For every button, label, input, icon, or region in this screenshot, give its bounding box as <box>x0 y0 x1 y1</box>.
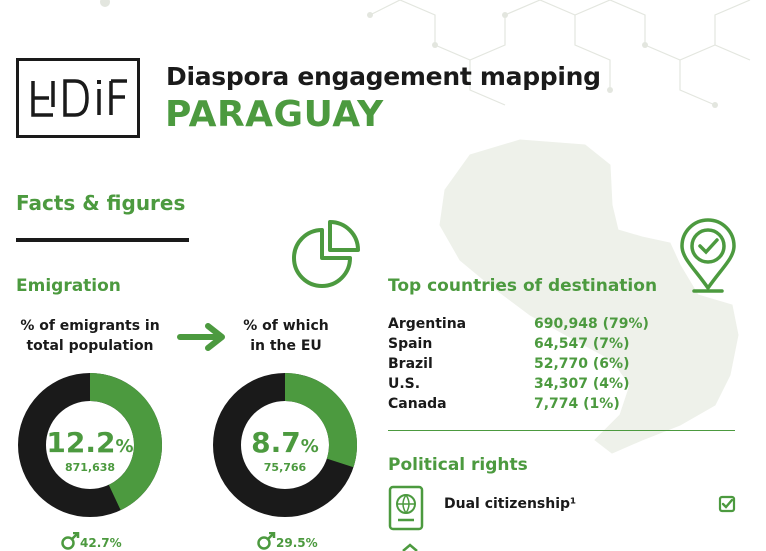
dual-citizenship-label: Dual citizenship¹ <box>444 496 577 512</box>
network-dot <box>100 0 110 7</box>
male-share-total: 42.7% <box>60 531 122 551</box>
network-background <box>367 0 751 108</box>
male-icon <box>61 531 80 550</box>
partial-icon <box>402 543 418 551</box>
destination-value: 7,774 (1%) <box>534 396 620 412</box>
emigrants-total-label: % of emigrants in total population <box>20 316 160 356</box>
emigration-heading: Emigration <box>16 276 121 296</box>
destination-country: Argentina <box>388 316 467 332</box>
emigrants-total-percent: 12.2% <box>30 426 150 459</box>
location-check-icon <box>680 218 736 293</box>
destinations-heading: Top countries of destination <box>388 276 658 296</box>
male-icon <box>257 531 276 550</box>
destination-value: 690,948 (79%) <box>534 316 649 332</box>
destination-country: Spain <box>388 336 433 352</box>
section-divider <box>16 238 189 242</box>
destinations-divider <box>388 430 735 431</box>
destination-value: 64,547 (7%) <box>534 336 630 352</box>
passport-icon <box>388 485 424 531</box>
donut-emigrants-total <box>18 373 162 517</box>
section-title: Facts & figures <box>16 191 186 215</box>
emigrants-total-percent-sign: % <box>115 436 134 457</box>
donut-segment <box>89 373 162 511</box>
donut-segment <box>284 373 357 468</box>
emigrants-eu-count: 75,766 <box>263 461 307 474</box>
male-share-eu: 29.5% <box>256 531 318 551</box>
pie-chart-icon <box>292 220 360 288</box>
destination-value: 34,307 (4%) <box>534 376 630 392</box>
male-share-total-value: 42.7% <box>80 536 122 550</box>
arrow-right-icon <box>177 323 225 351</box>
emigrants-total-percent-value: 12.2 <box>46 426 116 459</box>
destination-country: U.S. <box>388 376 421 392</box>
emigrants-total-label-line1: % of emigrants in <box>20 318 160 334</box>
emigrants-total-label-line2: total population <box>26 338 154 354</box>
donut-emigrants-eu <box>213 373 357 517</box>
emigrants-eu-percent: 8.7% <box>225 426 345 459</box>
page-title: Diaspora engagement mapping <box>166 62 601 91</box>
emigrants-eu-label-line1: % of which <box>243 318 329 334</box>
country-name: PARAGUAY <box>165 94 384 135</box>
emigrants-total-count: 871,638 <box>64 461 116 474</box>
male-share-eu-value: 29.5% <box>276 536 318 550</box>
destination-country: Canada <box>388 396 447 412</box>
destination-value: 52,770 (6%) <box>534 356 630 372</box>
eudif-logo <box>16 58 140 138</box>
country-map <box>439 139 739 454</box>
emigrants-eu-percent-sign: % <box>300 436 319 457</box>
emigrants-eu-label-line2: in the EU <box>250 338 322 354</box>
political-rights-heading: Political rights <box>388 455 528 475</box>
emigrants-eu-label: % of which in the EU <box>216 316 356 356</box>
emigrants-eu-percent-value: 8.7 <box>251 426 301 459</box>
destination-country: Brazil <box>388 356 433 372</box>
checkbox-icon <box>718 495 736 513</box>
eudif-logo-mark <box>31 79 127 117</box>
